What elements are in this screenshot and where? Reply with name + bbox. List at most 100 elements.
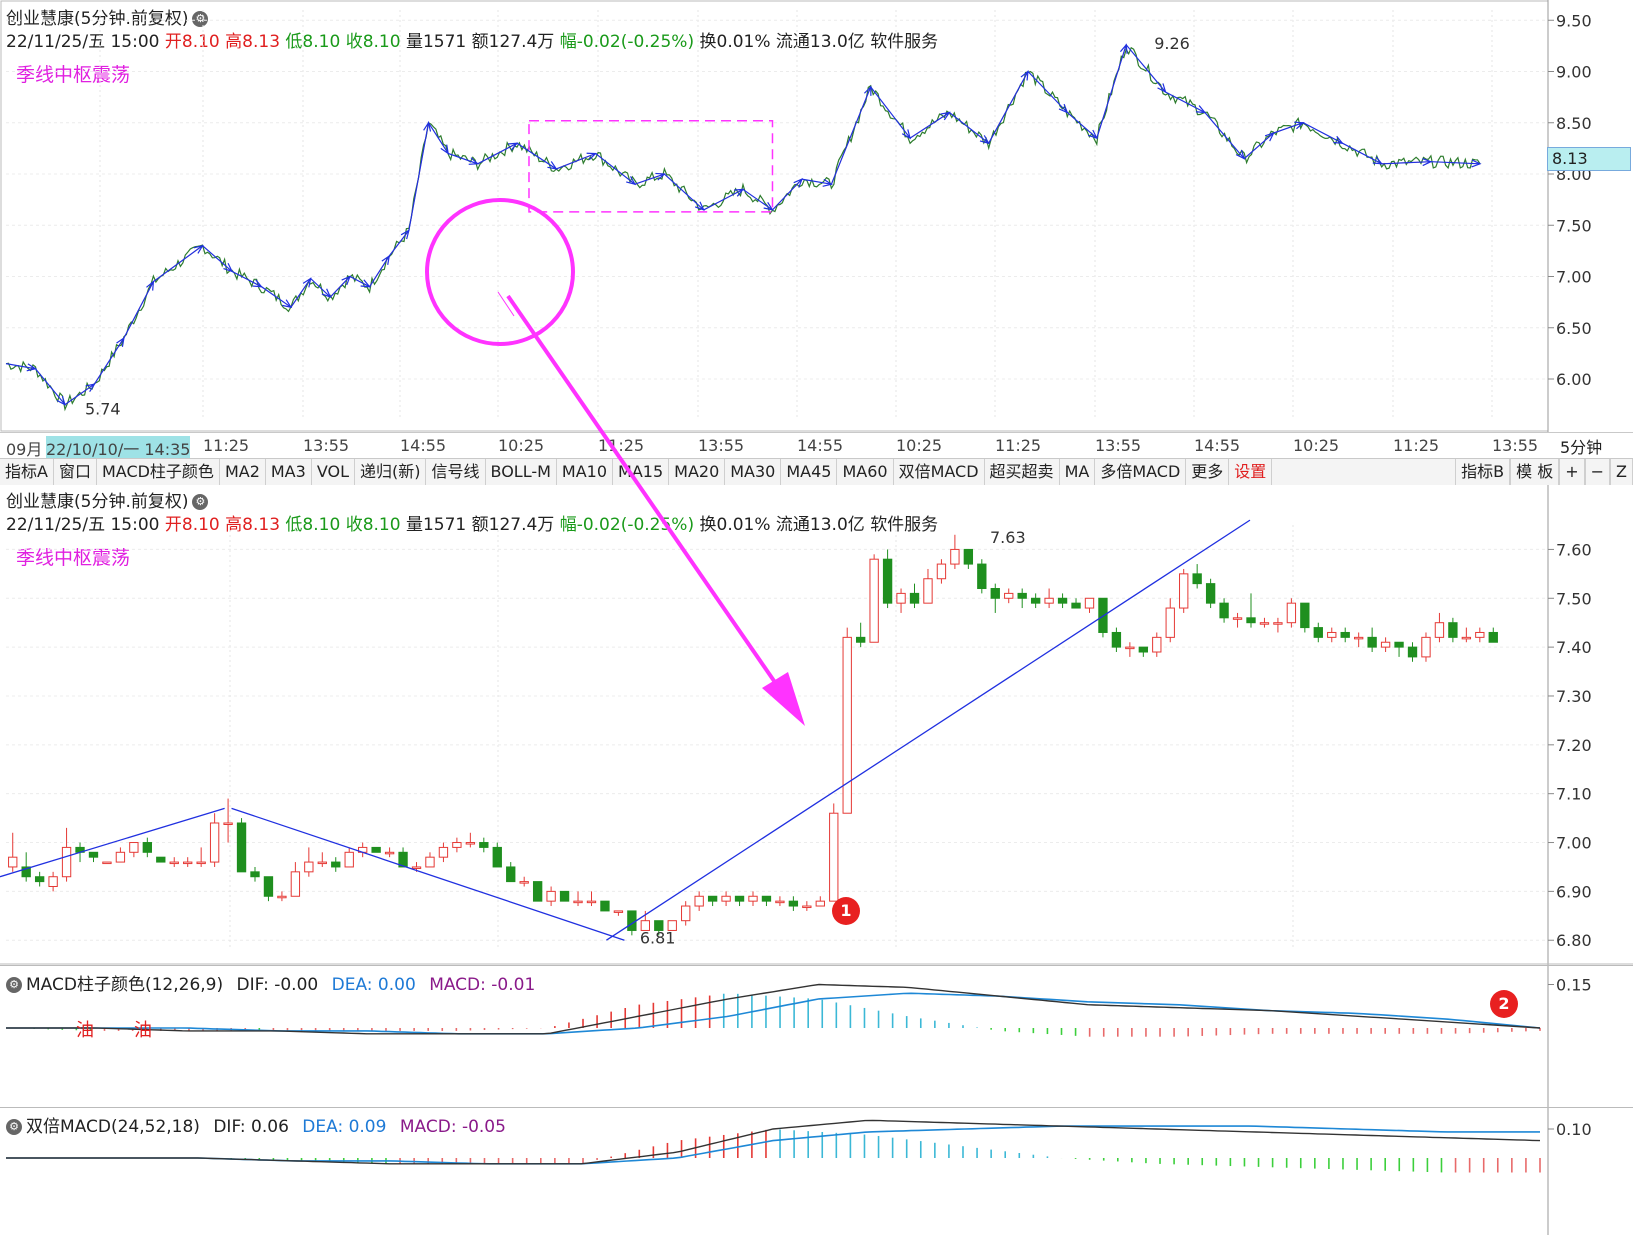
candle-body: [1179, 573, 1189, 609]
candle-body: [559, 890, 570, 902]
candle-body: [1421, 636, 1431, 658]
toolbar-item[interactable]: BOLL-M: [486, 459, 557, 485]
toolbar-right-item[interactable]: Z: [1610, 459, 1633, 485]
time-label: 13:55: [698, 436, 745, 455]
toolbar-item[interactable]: 更多: [1186, 459, 1230, 485]
y-tick-label: 7.60: [1556, 540, 1592, 559]
candle-body: [775, 900, 785, 904]
low-label: 低: [285, 32, 303, 52]
macd-macd: MACD: -0.01: [429, 975, 536, 995]
candle-body: [1004, 592, 1014, 599]
candle-body: [8, 856, 18, 868]
toolbar-item[interactable]: 超买超卖: [985, 459, 1060, 485]
candle-body: [586, 900, 597, 904]
toolbar-item[interactable]: VOL: [312, 459, 355, 485]
y-tick-label: 9.50: [1556, 11, 1592, 30]
macd-gear-icon[interactable]: ⚙: [6, 977, 22, 993]
candle-body: [263, 876, 274, 897]
y-tick-label: 0.10: [1556, 1120, 1592, 1139]
candle-body: [1071, 602, 1081, 609]
candle-body: [1246, 617, 1256, 624]
candle-body: [707, 895, 718, 902]
toolbar-right-item[interactable]: 指标B: [1455, 459, 1511, 485]
stock-title-2: 创业慧康(5分钟.前复权): [6, 492, 189, 512]
toolbar-right-item[interactable]: +: [1559, 459, 1585, 485]
low-value-2: 8.10: [302, 515, 341, 535]
macd2-macd: MACD: -0.05: [399, 1117, 506, 1137]
candle-body: [1205, 583, 1216, 604]
trend-line-1: [0, 807, 225, 878]
macd2-panel: ⚙ 双倍MACD(24,52,18) DIF: 0.06 DEA: 0.09 MA…: [0, 1107, 1633, 1235]
gear-icon[interactable]: ⚙: [192, 11, 209, 27]
toolbar-item[interactable]: MA3: [266, 459, 312, 485]
toolbar-item[interactable]: 递归(新): [355, 459, 427, 485]
gear-icon-2[interactable]: ⚙: [192, 494, 209, 510]
candle-body: [573, 900, 583, 904]
trend-arrowhead: [1157, 83, 1167, 94]
trend-arrowhead: [1119, 43, 1128, 54]
toolbar-right-item[interactable]: 模 板: [1510, 459, 1560, 485]
candle-body: [1044, 597, 1054, 604]
candle-body: [384, 851, 395, 855]
toolbar-item[interactable]: MA2: [220, 459, 266, 485]
candle-body: [1380, 641, 1391, 648]
toolbar-item[interactable]: MA15: [613, 459, 670, 485]
consolidation-box: [528, 119, 774, 213]
y-tick-label: 6.80: [1556, 931, 1592, 950]
toolbar-item[interactable]: MA30: [725, 459, 782, 485]
macd2-dea: DEA: 0.09: [302, 1117, 387, 1137]
float-value: 13.0亿: [809, 32, 865, 52]
dea-line: [6, 1125, 1540, 1165]
trend-arrowhead: [360, 279, 371, 288]
toolbar-item[interactable]: MA45: [781, 459, 838, 485]
toolbar-right-item[interactable]: −: [1584, 459, 1611, 485]
toolbar-item[interactable]: 窗口: [54, 459, 97, 485]
candle-body: [304, 861, 314, 873]
amt-label-2: 额: [471, 515, 489, 535]
y-tick-label: 7.10: [1556, 785, 1592, 804]
time-label: 11:25: [203, 436, 250, 455]
toolbar-item[interactable]: 信号线: [426, 459, 486, 485]
time-label: 11:25: [1393, 436, 1440, 455]
price-line-red: [64, 44, 1431, 406]
macd2-gear-icon[interactable]: ⚙: [6, 1119, 22, 1135]
candle-body: [1434, 622, 1445, 638]
trend-arrowhead: [793, 178, 804, 188]
candle-body: [1232, 617, 1243, 620]
time-label: 13:55: [1095, 436, 1142, 455]
candle-body: [48, 876, 58, 887]
candle-body: [344, 851, 354, 868]
y-tick-label: 7.20: [1556, 736, 1592, 755]
macd2-dif: DIF: 0.06: [213, 1117, 289, 1137]
candle-body: [909, 592, 920, 604]
toolbar-item[interactable]: MA10: [557, 459, 614, 485]
y-tick-label: 7.40: [1556, 638, 1592, 657]
candle-header: 创业慧康(5分钟.前复权) ⚙: [6, 487, 209, 512]
macd-name: MACD柱子颜色(12,26,9): [26, 975, 224, 995]
candle-panel: 创业慧康(5分钟.前复权) ⚙ 22/11/25/五 15:00 开8.10 高8…: [0, 485, 1633, 965]
toolbar-item[interactable]: 指标A: [0, 459, 54, 485]
candle-body: [1259, 622, 1270, 625]
trend-arrowhead: [302, 277, 312, 288]
toolbar-item[interactable]: MA: [1060, 459, 1096, 485]
trend-arrowhead: [1020, 70, 1029, 81]
timeframe-label[interactable]: 5分钟: [1560, 438, 1603, 457]
candle-body: [371, 846, 381, 853]
macd2-header: ⚙ 双倍MACD(24,52,18) DIF: 0.06 DEA: 0.09 MA…: [6, 1112, 506, 1137]
candle-body: [1125, 646, 1135, 650]
trend-zigzag: [5, 43, 1481, 406]
toolbar-item[interactable]: 双倍MACD: [894, 459, 985, 485]
toolbar-item[interactable]: MA20: [669, 459, 726, 485]
toolbar-item[interactable]: 设置: [1229, 459, 1273, 485]
high-annotation: 9.26: [1154, 34, 1190, 53]
toolbar-item[interactable]: MA60: [837, 459, 894, 485]
trend-arrowhead: [1333, 135, 1344, 144]
open-label: 开: [164, 32, 182, 52]
toolbar-item[interactable]: 多倍MACD: [1095, 459, 1187, 485]
toolbar-item[interactable]: MACD柱子颜色: [97, 459, 220, 485]
y-tick-label: 8.50: [1556, 114, 1592, 133]
amt-label: 额: [471, 32, 489, 52]
trend-arrowhead: [440, 144, 450, 155]
candle-body: [519, 881, 529, 884]
trend-arrowhead: [763, 201, 774, 211]
